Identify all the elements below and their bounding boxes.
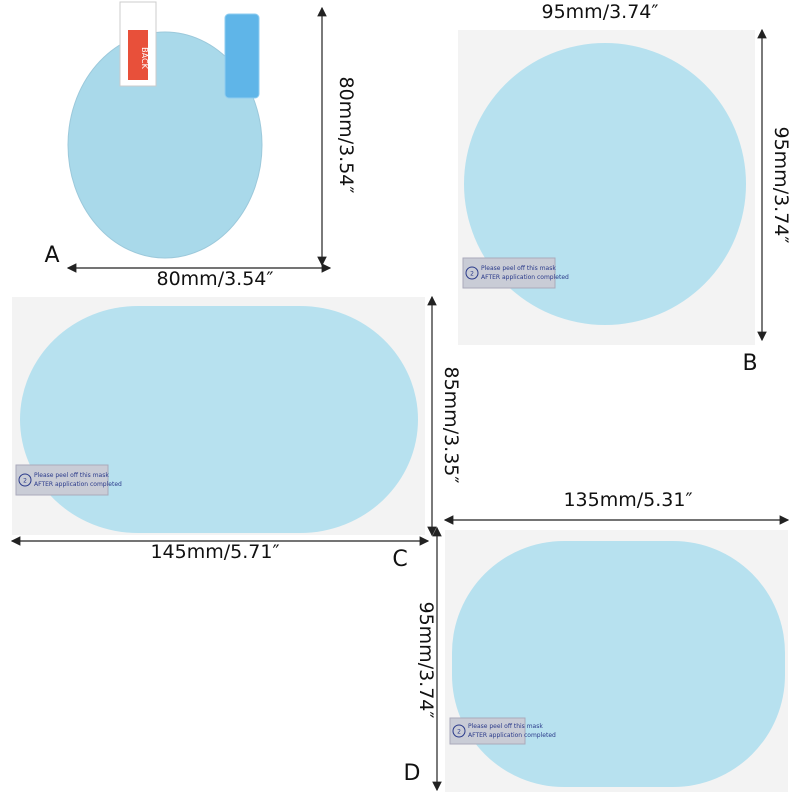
mask-sticker [15, 464, 109, 496]
height-label: 85mm/3.35″ [440, 367, 462, 484]
tag-a-band [128, 30, 148, 80]
mask-line: AFTER application completed [468, 732, 556, 739]
width-label: 95mm/3.74″ [542, 1, 659, 23]
mask-circle [452, 724, 466, 738]
mask-number: 2 [23, 478, 27, 485]
mask-line: AFTER application completed [34, 481, 122, 488]
mask-line: Please peel off this mask [34, 472, 109, 479]
tag-text: BACK [140, 47, 149, 69]
mask-line: AFTER application completed [481, 274, 569, 281]
item-letter: D [404, 761, 421, 786]
film-b [464, 43, 746, 325]
tab-a [224, 13, 260, 99]
width-label: 135mm/5.31″ [563, 489, 692, 511]
height-label: 80mm/3.54″ [335, 77, 357, 194]
height-label: 95mm/3.74″ [770, 127, 792, 244]
film-d [452, 541, 785, 787]
height-label: 95mm/3.74″ [415, 602, 437, 719]
item-letter: B [742, 351, 757, 376]
mask-sticker [462, 257, 556, 289]
mask-number: 2 [470, 271, 474, 278]
width-label: 145mm/5.71″ [150, 541, 279, 563]
mask-circle [18, 473, 32, 487]
mask-line: Please peel off this mask [481, 265, 556, 272]
mask-number: 2 [457, 729, 461, 736]
mask-circle [465, 266, 479, 280]
mask-line: Please peel off this mask [468, 723, 543, 730]
film-c [20, 306, 418, 533]
item-letter: C [392, 547, 407, 572]
mask-sticker [449, 717, 526, 745]
width-label: 80mm/3.54″ [157, 268, 274, 290]
item-letter: A [44, 243, 59, 268]
film-a [67, 31, 263, 259]
